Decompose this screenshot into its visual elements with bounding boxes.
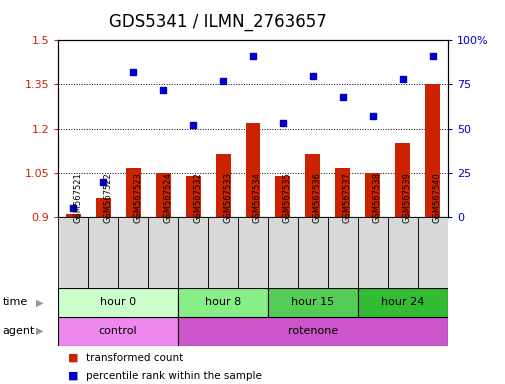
Bar bbox=[327, 217, 357, 288]
Text: percentile rank within the sample: percentile rank within the sample bbox=[86, 371, 262, 381]
Point bbox=[129, 69, 137, 75]
Bar bbox=[95, 198, 111, 217]
Bar bbox=[58, 217, 88, 288]
Point bbox=[248, 53, 257, 59]
Text: GSM567522: GSM567522 bbox=[103, 172, 112, 223]
Bar bbox=[237, 217, 268, 288]
Bar bbox=[88, 217, 118, 288]
Bar bbox=[215, 154, 230, 217]
Bar bbox=[268, 288, 357, 317]
Text: hour 0: hour 0 bbox=[100, 297, 136, 308]
Point bbox=[99, 179, 107, 185]
Bar bbox=[118, 217, 148, 288]
Bar bbox=[125, 168, 140, 217]
Bar bbox=[178, 217, 208, 288]
Text: GSM567532: GSM567532 bbox=[193, 172, 201, 223]
Text: GSM567540: GSM567540 bbox=[432, 172, 441, 223]
Point bbox=[189, 122, 197, 128]
Point bbox=[159, 87, 167, 93]
Bar bbox=[357, 217, 387, 288]
Point bbox=[398, 76, 406, 82]
Text: hour 24: hour 24 bbox=[380, 297, 424, 308]
Point bbox=[278, 120, 286, 126]
Text: ■: ■ bbox=[68, 353, 79, 363]
Text: control: control bbox=[98, 326, 137, 336]
Text: GSM567534: GSM567534 bbox=[252, 172, 262, 223]
Text: rotenone: rotenone bbox=[287, 326, 337, 336]
Text: GSM567538: GSM567538 bbox=[372, 172, 381, 223]
Text: time: time bbox=[3, 297, 28, 308]
Bar bbox=[66, 214, 80, 217]
Bar bbox=[417, 217, 447, 288]
Bar bbox=[245, 123, 260, 217]
Text: GSM567536: GSM567536 bbox=[312, 172, 321, 223]
Text: GSM567539: GSM567539 bbox=[402, 172, 411, 223]
Text: GSM567524: GSM567524 bbox=[163, 172, 172, 223]
Text: GSM567535: GSM567535 bbox=[282, 172, 291, 223]
Bar bbox=[178, 288, 268, 317]
Bar bbox=[425, 84, 439, 217]
Bar bbox=[335, 168, 349, 217]
Point bbox=[308, 73, 316, 79]
Bar bbox=[148, 217, 178, 288]
Text: GSM567537: GSM567537 bbox=[342, 172, 351, 223]
Bar bbox=[305, 154, 320, 217]
Text: hour 8: hour 8 bbox=[205, 297, 241, 308]
Bar bbox=[178, 317, 447, 346]
Point bbox=[219, 78, 227, 84]
Bar bbox=[394, 143, 410, 217]
Text: transformed count: transformed count bbox=[86, 353, 183, 363]
Point bbox=[428, 53, 436, 59]
Text: ▶: ▶ bbox=[36, 297, 44, 308]
Bar bbox=[58, 317, 178, 346]
Text: hour 15: hour 15 bbox=[291, 297, 334, 308]
Text: GSM567533: GSM567533 bbox=[223, 172, 232, 223]
Bar bbox=[268, 217, 297, 288]
Bar bbox=[365, 173, 380, 217]
Text: agent: agent bbox=[3, 326, 35, 336]
Bar bbox=[357, 288, 447, 317]
Bar bbox=[297, 217, 327, 288]
Text: GSM567521: GSM567521 bbox=[73, 172, 82, 223]
Bar bbox=[58, 288, 178, 317]
Text: ■: ■ bbox=[68, 371, 79, 381]
Text: GSM567523: GSM567523 bbox=[133, 172, 142, 223]
Text: ▶: ▶ bbox=[36, 326, 44, 336]
Bar bbox=[156, 173, 170, 217]
Bar bbox=[208, 217, 237, 288]
Point bbox=[338, 94, 346, 100]
Point bbox=[69, 205, 77, 211]
Bar bbox=[275, 176, 290, 217]
Bar bbox=[185, 176, 200, 217]
Point bbox=[368, 113, 376, 119]
Text: GDS5341 / ILMN_2763657: GDS5341 / ILMN_2763657 bbox=[109, 13, 326, 31]
Bar bbox=[387, 217, 417, 288]
